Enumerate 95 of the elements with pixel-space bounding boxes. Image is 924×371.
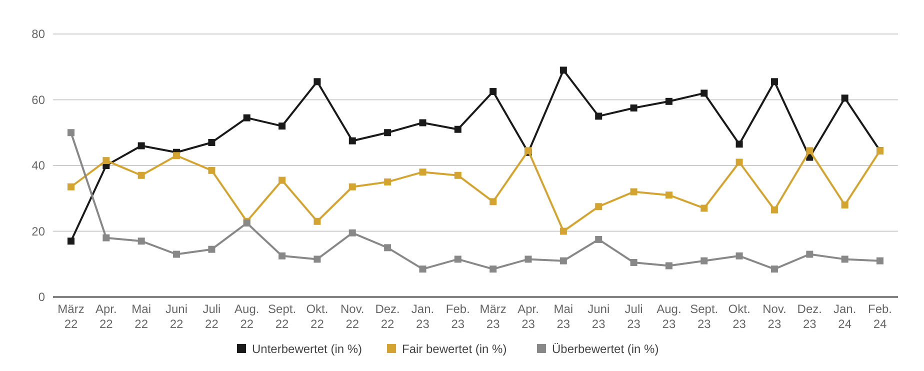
point <box>138 142 145 150</box>
point <box>138 172 145 179</box>
x-tick-label: Feb. 23 <box>446 302 470 331</box>
point <box>665 262 672 270</box>
x-tick-label: Apr. 23 <box>518 302 539 331</box>
x-tick-label: Okt. 22 <box>306 302 328 331</box>
point <box>348 183 356 190</box>
point <box>419 119 426 126</box>
point <box>630 104 638 112</box>
point <box>841 256 848 263</box>
point <box>68 129 74 136</box>
point <box>736 140 743 148</box>
legend-label: Unterbewertet (in %) <box>252 342 362 356</box>
x-tick-label: Mai 23 <box>554 302 574 331</box>
y-tick-label: 40 <box>32 158 46 173</box>
point <box>490 266 497 273</box>
x-tick-label: Sept. 23 <box>690 302 718 331</box>
point <box>68 183 74 190</box>
x-tick-label: Nov. 22 <box>340 302 364 331</box>
point <box>314 218 321 225</box>
point <box>770 206 778 214</box>
point <box>560 257 567 264</box>
point <box>595 203 602 210</box>
point <box>524 256 532 263</box>
x-tick-label: Aug. 22 <box>234 302 260 331</box>
point <box>454 172 462 179</box>
x-tick-label: Mai 22 <box>132 302 152 331</box>
point <box>700 257 708 264</box>
point <box>102 157 110 164</box>
point <box>278 176 286 184</box>
point <box>595 236 602 243</box>
point <box>700 90 708 97</box>
point <box>102 234 110 242</box>
x-tick-label: Dez. 22 <box>375 302 400 331</box>
x-tick-label: Juli 23 <box>624 302 643 331</box>
x-tick-label: Nov. 23 <box>762 302 786 331</box>
legend-label: Überbewertet (in %) <box>552 342 659 356</box>
point <box>173 152 180 160</box>
point <box>348 229 356 236</box>
point <box>314 256 321 263</box>
point <box>384 178 392 186</box>
legend-label: Fair bewertet (in %) <box>402 342 507 356</box>
point <box>208 246 216 253</box>
x-tick-label: Aug. 23 <box>656 302 682 331</box>
point <box>560 228 567 235</box>
point <box>665 98 672 105</box>
point <box>806 147 814 154</box>
point <box>595 112 602 120</box>
x-tick-label: März 22 <box>58 302 84 331</box>
point <box>208 166 216 174</box>
x-tick-label: Juni 22 <box>166 302 188 331</box>
point <box>770 78 778 86</box>
point <box>419 168 426 176</box>
x-tick-label: Juni 23 <box>588 302 610 331</box>
point <box>243 114 250 122</box>
point <box>700 204 708 212</box>
point <box>560 66 567 74</box>
point <box>736 158 743 166</box>
point <box>490 88 497 96</box>
point <box>736 252 743 260</box>
x-tick-label: Sept. 22 <box>268 302 296 331</box>
point <box>841 201 848 208</box>
y-tick-label: 0 <box>38 290 46 304</box>
point <box>348 137 356 144</box>
point <box>490 198 497 206</box>
point <box>630 258 638 266</box>
point <box>454 256 462 263</box>
x-tick-label: Juli 22 <box>202 302 221 331</box>
point <box>665 192 672 199</box>
point <box>68 238 74 245</box>
point <box>314 78 321 86</box>
point <box>138 238 145 245</box>
point <box>770 266 778 273</box>
x-tick-label: Jan. 23 <box>411 302 434 331</box>
y-tick-label: 80 <box>32 27 46 42</box>
point <box>278 122 286 130</box>
point <box>173 250 180 258</box>
point <box>876 257 884 264</box>
point <box>384 244 392 252</box>
point <box>278 252 286 260</box>
point <box>841 94 848 102</box>
y-tick-label: 60 <box>32 92 46 107</box>
point <box>806 250 814 258</box>
point <box>208 138 216 146</box>
x-tick-label: Jan. 24 <box>833 302 856 331</box>
y-tick-label: 20 <box>32 224 46 238</box>
x-tick-label: März 23 <box>480 302 506 331</box>
x-tick-label: Dez. 23 <box>797 302 822 331</box>
x-tick-label: Apr. 22 <box>95 302 117 331</box>
point <box>384 129 392 136</box>
point <box>630 188 638 196</box>
point <box>419 266 426 273</box>
x-tick-label: Okt. 23 <box>728 302 750 331</box>
point <box>454 126 462 133</box>
x-tick-label: Feb. 24 <box>868 302 892 331</box>
